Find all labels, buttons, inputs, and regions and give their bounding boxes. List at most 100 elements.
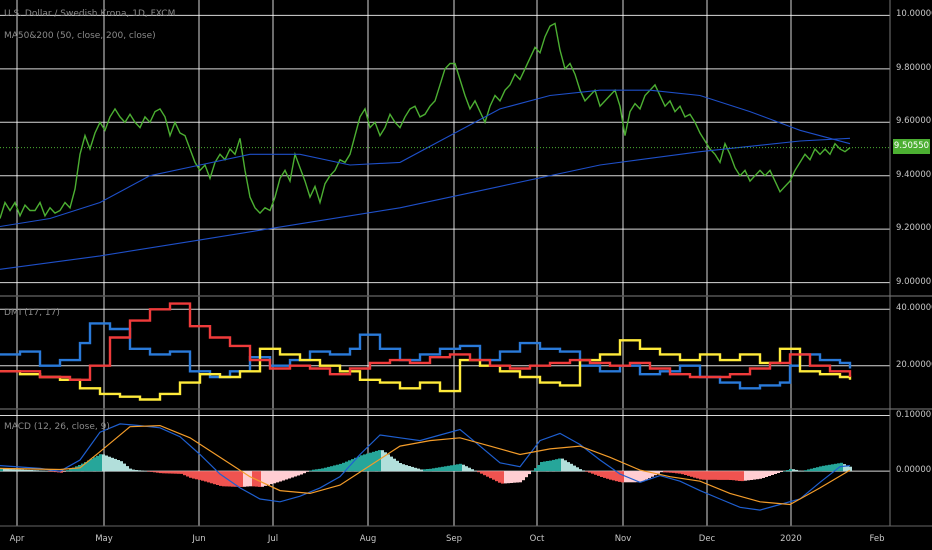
macd-histogram-bar: [501, 471, 504, 484]
macd-histogram-bar: [513, 471, 516, 483]
macd-histogram-bar: [531, 471, 534, 472]
macd-histogram-bar: [162, 471, 165, 474]
price-pane[interactable]: [0, 22, 890, 270]
macd-histogram-bar: [537, 465, 540, 472]
macd-histogram-bar: [540, 462, 543, 472]
macd-histogram-bar: [591, 471, 594, 474]
macd-histogram-bar: [153, 471, 156, 473]
macd-histogram-bar: [408, 466, 411, 472]
macd-histogram-bar: [750, 471, 753, 480]
macd-histogram-bar: [306, 471, 309, 472]
macd-histogram-bar: [831, 464, 834, 472]
macd-histogram-bar: [132, 469, 135, 472]
price-line: [0, 22, 851, 219]
macd-line: [0, 423, 851, 511]
macd-histogram-bar: [36, 470, 39, 472]
macd-histogram-bar: [699, 471, 702, 480]
macd-histogram-bar: [600, 471, 603, 477]
macd-histogram-bar: [381, 450, 384, 472]
macd-histogram-bar: [288, 471, 291, 479]
x-tick-label: May: [95, 534, 113, 544]
macd-histogram-bar: [222, 471, 225, 487]
macd-histogram-bar: [324, 467, 327, 472]
macd-histogram-bar: [126, 466, 129, 472]
macd-histogram-bar: [72, 467, 75, 472]
macd-histogram-bar: [321, 468, 324, 472]
macd-histogram-bar: [726, 471, 729, 480]
macd-histogram-bar: [705, 471, 708, 480]
macd-histogram-bar: [378, 450, 381, 472]
macd-histogram-bar: [807, 469, 810, 472]
macd-histogram-bar: [588, 471, 591, 473]
macd-histogram-bar: [504, 471, 507, 484]
macd-histogram-bar: [312, 469, 315, 472]
macd-histogram-bar: [507, 471, 510, 484]
macd-histogram-bar: [435, 467, 438, 472]
macd-histogram-bar: [522, 471, 525, 481]
macd-histogram-bar: [702, 471, 705, 480]
macd-histogram-bar: [549, 460, 552, 472]
macd-histogram-bar: [711, 471, 714, 480]
macd-histogram-bar: [774, 471, 777, 474]
macd-histogram-bar: [708, 471, 711, 480]
macd-histogram-bar: [822, 465, 825, 472]
macd-histogram-bar: [276, 471, 279, 483]
macd-histogram-bar: [480, 471, 483, 474]
macd-histogram-bar: [336, 464, 339, 472]
macd-histogram-bar: [345, 461, 348, 472]
axes: [0, 0, 932, 527]
macd-histogram-bar: [294, 471, 297, 477]
macd-histogram-bar: [741, 471, 744, 482]
macd-histogram-bar: [594, 471, 597, 475]
macd-histogram-bar: [42, 470, 45, 472]
macd-histogram-bar: [612, 471, 615, 481]
y-tick-label: 9.20000: [896, 223, 932, 234]
macd-histogram-bar: [669, 471, 672, 473]
macd-histogram-bar: [420, 469, 423, 472]
macd-histogram-bar: [765, 471, 768, 477]
dmi-pane[interactable]: [0, 302, 852, 401]
macd-histogram-bar: [135, 470, 138, 472]
macd-histogram-bar: [105, 455, 108, 472]
macd-histogram-bar: [609, 471, 612, 480]
macd-histogram-bar: [618, 471, 621, 482]
macd-histogram-bar: [48, 471, 51, 472]
macd-histogram-bar: [603, 471, 606, 478]
x-tick-label: Dec: [698, 534, 716, 544]
macd-histogram-bar: [747, 471, 750, 481]
macd-histogram-bar: [450, 465, 453, 472]
macd-histogram-bar: [663, 471, 666, 473]
macd-histogram-bar: [492, 471, 495, 480]
macd-histogram-bar: [213, 471, 216, 485]
macd-histogram-bar: [738, 471, 741, 481]
macd-histogram-bar: [429, 468, 432, 472]
macd-histogram-bar: [186, 471, 189, 477]
macd-histogram-bar: [117, 460, 120, 472]
macd-histogram-bar: [66, 470, 69, 472]
macd-histogram-bar: [732, 471, 735, 481]
macd-histogram-bar: [123, 463, 126, 472]
macd-pane[interactable]: [0, 423, 852, 511]
macd-histogram-bar: [264, 471, 267, 486]
macd-histogram-bar: [390, 456, 393, 472]
macd-histogram-bar: [351, 459, 354, 472]
macd-histogram-bar: [825, 465, 828, 472]
macd-histogram-bar: [846, 465, 849, 472]
macd-histogram-bar: [645, 471, 648, 480]
dmi-indicator-label: DMI (17, 17): [4, 308, 60, 318]
macd-histogram-bar: [744, 471, 747, 481]
macd-histogram-bar: [156, 471, 159, 473]
macd-histogram-bar: [111, 457, 114, 472]
macd-histogram-bar: [528, 471, 531, 475]
macd-histogram-bar: [828, 464, 831, 472]
macd-histogram-bar: [231, 471, 234, 487]
macd-histogram-bar: [636, 471, 639, 483]
y-tick-label: 0.00000: [896, 465, 932, 476]
macd-histogram-bar: [573, 465, 576, 472]
macd-histogram-bar: [216, 471, 219, 485]
macd-histogram-bar: [474, 470, 477, 472]
macd-histogram-bar: [627, 471, 630, 483]
macd-histogram-bar: [780, 471, 783, 472]
y-tick-label: 40.00000: [896, 303, 932, 314]
macd-histogram-bar: [681, 471, 684, 475]
